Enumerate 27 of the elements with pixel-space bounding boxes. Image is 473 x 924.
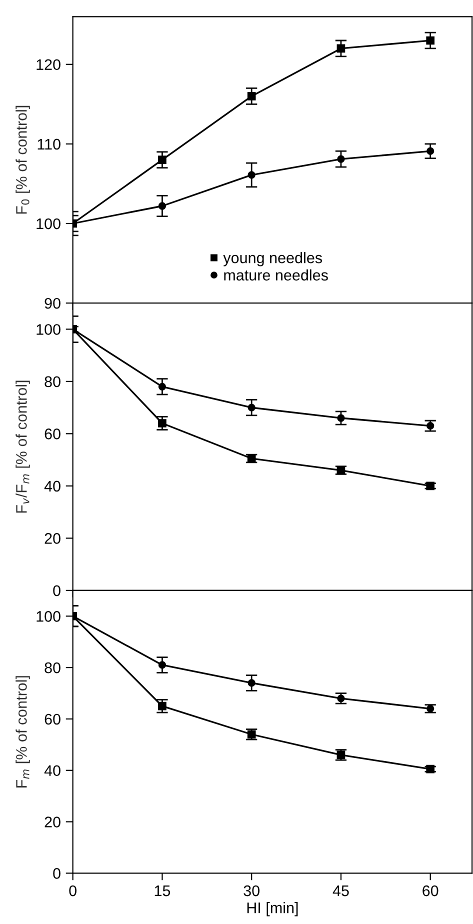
y-tick-label: 110	[38, 138, 60, 150]
y-tick-label: 100	[36, 611, 60, 622]
x-axis-title: HI [min]	[247, 902, 298, 916]
legend-label: young needles	[223, 252, 322, 266]
x-tick-label: 30	[244, 885, 260, 896]
legend-label: mature needles	[224, 269, 328, 281]
y-axis-title: F$_{v}$/F$_{m}$ [% of control]	[16, 380, 30, 513]
x-tick-label: 0	[69, 885, 76, 896]
x-tick-label: 60	[422, 885, 438, 896]
y-axis-title: F$_{0}$ [% of control]	[16, 106, 30, 214]
y-tick-label: 40	[44, 480, 60, 492]
y-tick-label: 100	[36, 218, 60, 230]
y-tick-label: 0	[53, 585, 60, 596]
y-tick-label: 60	[44, 428, 60, 440]
x-tick-label: 15	[154, 886, 170, 896]
y-tick-label: 80	[44, 662, 60, 674]
y-tick-label: 90	[44, 298, 60, 309]
y-tick-label: 120	[36, 59, 60, 70]
y-tick-label: 0	[53, 868, 60, 879]
y-axis-title: F$_{m}$ [% of control]	[16, 676, 30, 788]
y-tick-label: 80	[44, 376, 60, 388]
y-tick-label: 20	[44, 816, 60, 828]
y-tick-label: 100	[36, 324, 60, 335]
y-tick-label: 20	[44, 533, 60, 544]
x-tick-label: 45	[332, 886, 349, 896]
y-tick-label: 40	[44, 765, 60, 776]
y-tick-label: 60	[44, 714, 60, 725]
